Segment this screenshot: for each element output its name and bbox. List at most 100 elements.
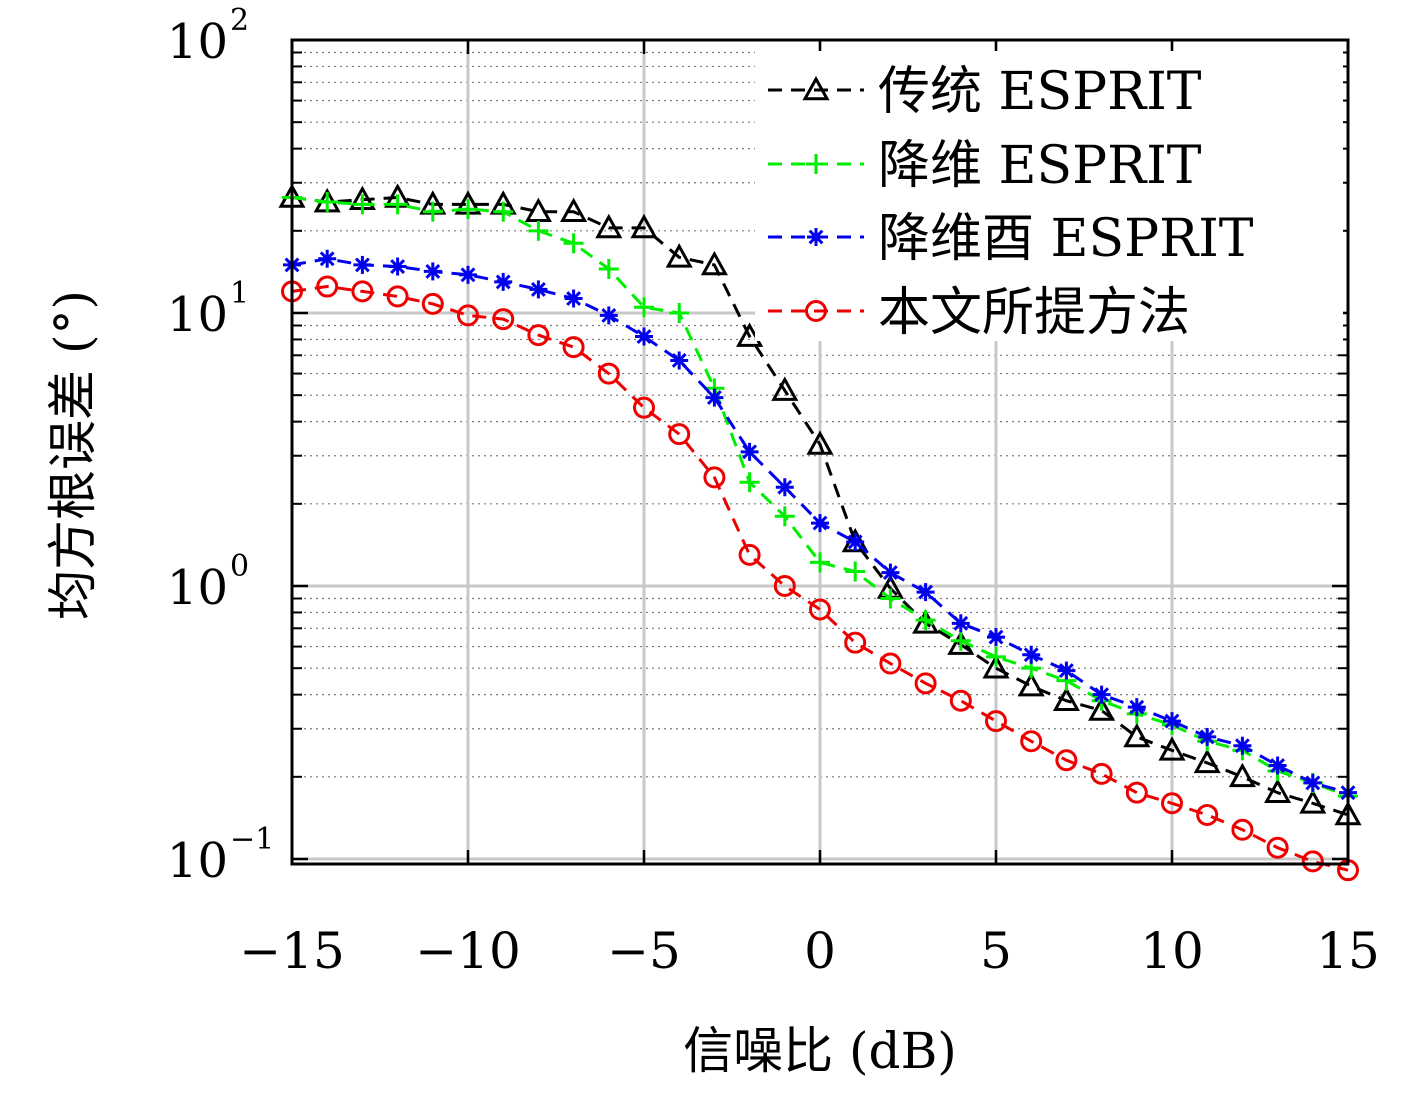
data-point xyxy=(1198,727,1217,746)
data-point-stroke xyxy=(808,229,824,245)
legend: 传统 ESPRIT 降维 ESPRIT 降维酉 ESPRIT 本文所提方法 xyxy=(755,51,1343,343)
data-point-stroke xyxy=(1129,699,1145,715)
data-point xyxy=(598,258,619,279)
data-point-stroke xyxy=(1234,738,1250,754)
data-point xyxy=(739,472,760,493)
data-point-stroke xyxy=(1305,775,1321,791)
data-point-stroke xyxy=(425,264,441,279)
data-point xyxy=(317,192,338,213)
data-point xyxy=(1020,730,1043,753)
data-point-stroke xyxy=(601,307,617,323)
series-line xyxy=(291,284,1349,872)
data-point xyxy=(1301,850,1324,873)
data-point xyxy=(738,543,761,566)
legend-label: 本文所提方法 xyxy=(878,283,1190,343)
data-point xyxy=(1092,685,1111,704)
data-point xyxy=(457,304,479,327)
data-point xyxy=(985,710,1007,733)
data-point-stroke xyxy=(706,390,722,406)
y-tick-label: 10 xyxy=(167,560,228,616)
data-point-stroke xyxy=(319,251,335,267)
data-point xyxy=(1057,661,1076,680)
data-point xyxy=(560,197,588,222)
data-point xyxy=(915,610,936,631)
data-point xyxy=(806,154,826,174)
data-point xyxy=(459,265,477,284)
legend-box xyxy=(755,51,1343,341)
data-point xyxy=(316,275,339,298)
data-point xyxy=(595,213,623,239)
data-point xyxy=(563,233,584,254)
data-point xyxy=(1303,773,1322,792)
data-point-stroke xyxy=(1199,729,1215,745)
data-point-stroke xyxy=(1058,663,1074,679)
legend-label: 降维 ESPRIT xyxy=(878,136,1202,196)
data-point-stroke xyxy=(847,534,863,550)
data-point xyxy=(1125,781,1148,804)
data-point xyxy=(810,552,830,573)
data-point xyxy=(1233,736,1252,755)
data-point-stroke xyxy=(742,444,758,460)
data-point xyxy=(1266,836,1289,859)
x-tick-label: 10 xyxy=(1140,922,1204,980)
data-point xyxy=(1299,789,1327,814)
data-point-stroke xyxy=(636,329,652,344)
data-point xyxy=(634,297,654,318)
data-point xyxy=(1017,671,1045,697)
data-point-stroke xyxy=(882,565,898,580)
legend-label: 传统 ESPRIT xyxy=(878,62,1202,122)
legend-entry: 本文所提方法 xyxy=(768,283,1190,343)
data-point xyxy=(529,280,548,299)
data-point xyxy=(774,506,795,527)
data-point-stroke xyxy=(1164,713,1180,729)
data-point xyxy=(1264,778,1292,803)
data-point xyxy=(700,250,728,276)
data-point xyxy=(982,654,1010,679)
data-point xyxy=(773,575,796,597)
data-point-stroke xyxy=(988,629,1004,645)
y-tick-exponent: 0 xyxy=(230,549,249,584)
data-point xyxy=(771,376,799,401)
series-line xyxy=(291,195,1349,817)
y-tick-label: 10 xyxy=(167,14,228,70)
data-point xyxy=(352,194,373,215)
data-point xyxy=(811,514,829,533)
data-point-stroke xyxy=(918,584,934,600)
data-point-stroke xyxy=(495,274,511,290)
data-point xyxy=(423,262,442,281)
data-point xyxy=(1196,803,1219,826)
data-point xyxy=(458,199,478,220)
data-point xyxy=(493,201,514,222)
data-point xyxy=(599,306,618,325)
data-point xyxy=(949,689,972,712)
data-point xyxy=(740,442,759,461)
data-point-stroke xyxy=(812,515,828,531)
data-point xyxy=(527,324,550,347)
data-point xyxy=(668,423,691,446)
data-point xyxy=(1123,722,1151,748)
data-point xyxy=(880,588,901,609)
data-point-stroke xyxy=(671,353,687,368)
data-point xyxy=(1163,712,1181,731)
data-point-stroke xyxy=(460,267,476,283)
data-point xyxy=(1228,762,1256,788)
data-point xyxy=(1052,686,1080,712)
data-point xyxy=(914,672,937,695)
x-tick-label: 15 xyxy=(1316,922,1380,980)
data-point xyxy=(807,228,825,246)
data-point xyxy=(1161,792,1183,815)
data-point-stroke xyxy=(390,259,406,274)
data-point xyxy=(633,396,655,419)
data-point xyxy=(879,652,902,675)
y-tick-exponent: 2 xyxy=(230,3,249,38)
legend-entry: 降维 ESPRIT xyxy=(768,136,1202,196)
data-point xyxy=(597,362,620,385)
data-point xyxy=(387,194,408,215)
data-point-stroke xyxy=(953,615,969,631)
data-point xyxy=(881,563,900,582)
data-point xyxy=(1158,736,1186,761)
legend-entry: 传统 ESPRIT xyxy=(768,62,1202,122)
data-point xyxy=(318,249,337,268)
data-point xyxy=(809,598,831,621)
